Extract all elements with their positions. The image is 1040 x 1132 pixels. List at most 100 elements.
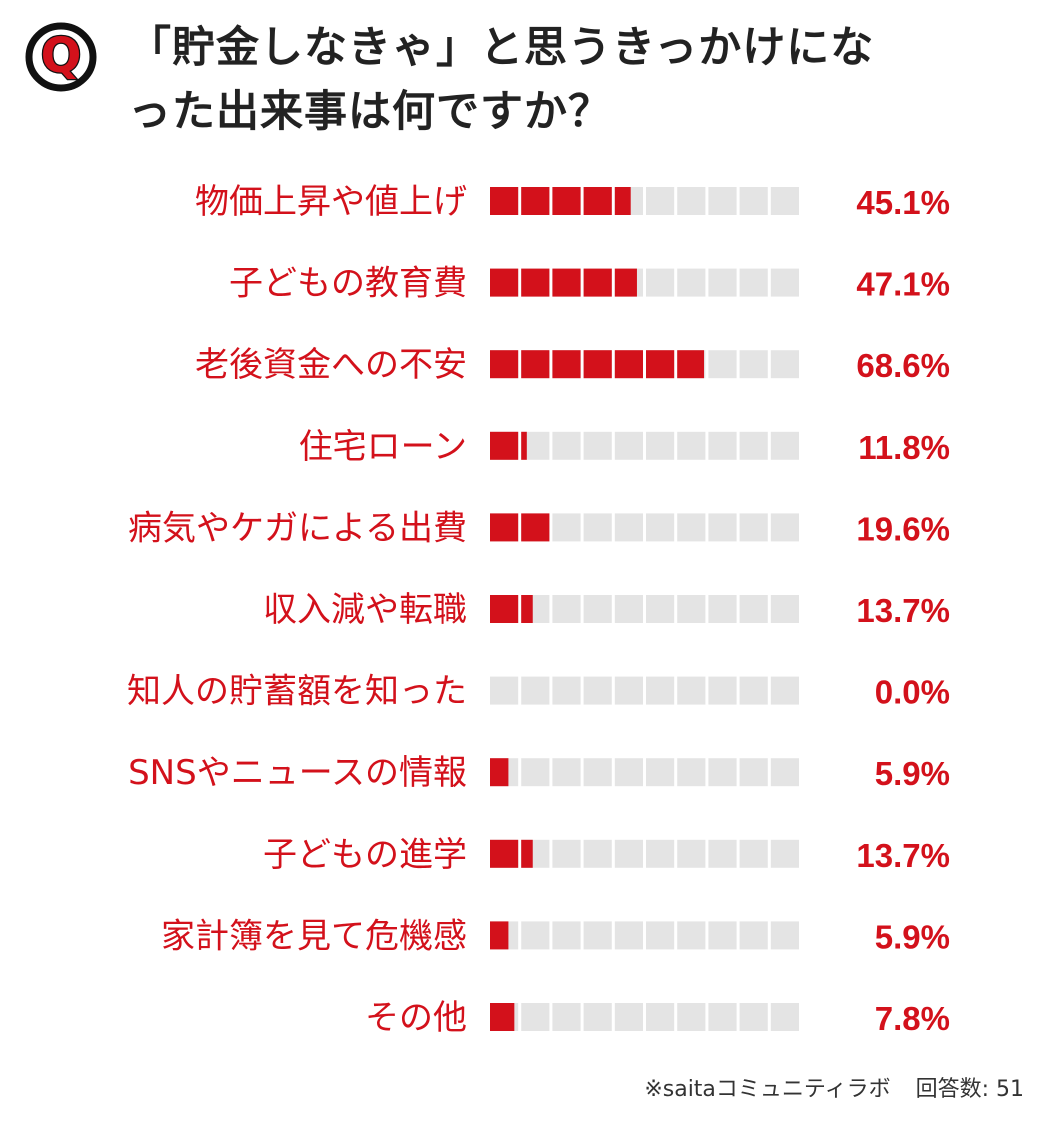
bar-row: 病気やケガによる出費 19.6% [128,508,950,548]
bar-track-segment [614,921,643,950]
bar-track-segment [521,676,550,705]
bar-fill-segment [677,350,705,379]
respondent-count: 回答数: 51 [915,1077,1024,1102]
bar-fill-segment [490,921,509,950]
bar-track-segment [770,839,799,868]
category-label: その他 [365,998,467,1038]
bar-track-segment [677,676,706,705]
bar-track-segment [552,758,581,787]
bar-track-segment [677,839,706,868]
bar-fill-segment [490,513,519,542]
bar-track-segment [739,513,768,542]
bar-track-segment [770,1003,799,1031]
bar-track-segment [646,595,675,623]
bar-track-segment [770,595,799,623]
category-label: 病気やケガによる出費 [128,508,467,548]
bar-fill-segment [490,268,519,297]
bar-track-segment [646,839,675,868]
bar-track-segment [583,839,612,868]
bar-track-segment [583,595,612,623]
bar-fill-segment [583,350,612,379]
bar-row: 老後資金への不安 68.6% [195,345,950,385]
bar-track-segment [708,1003,737,1031]
bar-track-segment [708,921,737,950]
bar-row: SNSやニュースの情報 5.9% [128,753,950,793]
bar-track-segment [770,187,799,215]
value-label: 11.8% [858,429,950,466]
q-badge-letter: Q [41,28,82,84]
bar-fill-segment [490,1003,515,1031]
value-label: 5.9% [875,755,950,792]
bar-track-segment [708,676,737,705]
bar-track-segment [677,187,706,215]
bar-fill-segment [552,187,581,215]
bar-track-segment [552,431,581,460]
bar-fill-segment [583,268,612,297]
bar-track-segment [739,1003,768,1031]
bar-row: 知人の貯蓄額を知った 0.0% [127,672,950,712]
bar-fill-segment [490,187,519,215]
category-label: 知人の貯蓄額を知った [127,672,467,712]
bar-track-segment [770,758,799,787]
value-label: 5.9% [875,918,950,955]
bar-fill-segment [521,513,550,542]
value-label: 45.1% [856,184,950,221]
bar-track-segment [552,676,581,705]
bar-track-segment [583,431,612,460]
bar-track-segment [739,595,768,623]
value-label: 7.8% [875,1000,950,1037]
bar-track-segment [490,676,519,705]
bar-track-segment [708,839,737,868]
bar-track-segment [521,758,550,787]
bar-track-segment [646,1003,675,1031]
bar-track-segment [583,513,612,542]
bar-track-segment [677,268,706,297]
bar-track-segment [552,513,581,542]
bar-track-segment [583,1003,612,1031]
bar-track-segment [646,268,675,297]
bar-track-segment [708,431,737,460]
category-label: 子どもの教育費 [229,264,467,304]
bar-track-segment [521,1003,550,1031]
bar-track-segment [646,513,675,542]
bar-row: 子どもの教育費 47.1% [229,264,950,304]
bar-track-segment [770,921,799,950]
bar-fill-segment [521,187,550,215]
bar-track-segment [770,350,799,379]
bar-track-segment [739,676,768,705]
value-label: 68.6% [856,347,950,384]
question-title-line-2: った出来事は何ですか？ [128,87,612,137]
bar-fill-segment [490,350,519,379]
bar-row: 子どもの進学 13.7% [263,835,950,875]
bar-track-segment [614,513,643,542]
bar-row: 住宅ローン 11.8% [299,427,950,467]
bar-track-segment [708,187,737,215]
bar-fill-segment [521,431,527,460]
bar-track-segment [552,1003,581,1031]
q-badge-icon: Q [25,22,97,92]
category-label: 家計簿を見て危機感 [161,916,467,956]
category-label: 老後資金への不安 [195,345,467,385]
bar-fill-segment [490,839,519,868]
value-label: 19.6% [856,510,950,547]
bar-track-segment [646,758,675,787]
bar-track-segment [677,595,706,623]
bar-track-segment [677,431,706,460]
bar-track-segment [677,1003,706,1031]
bar-track-segment [552,921,581,950]
bar-track-segment [770,268,799,297]
bar-track-segment [614,839,643,868]
source-note: ※saitaコミュニティラボ [644,1077,891,1102]
bar-track-segment [739,187,768,215]
category-label: 物価上昇や値上げ [195,182,467,222]
bar-track-segment [739,268,768,297]
bar-track-segment [614,676,643,705]
bar-track-segment [739,758,768,787]
bar-track-segment [614,595,643,623]
bar-fill-segment [614,187,631,215]
bar-fill-segment [521,595,533,623]
bar-track-segment [677,513,706,542]
bar-track-segment [708,513,737,542]
bar-fill-segment [521,350,550,379]
